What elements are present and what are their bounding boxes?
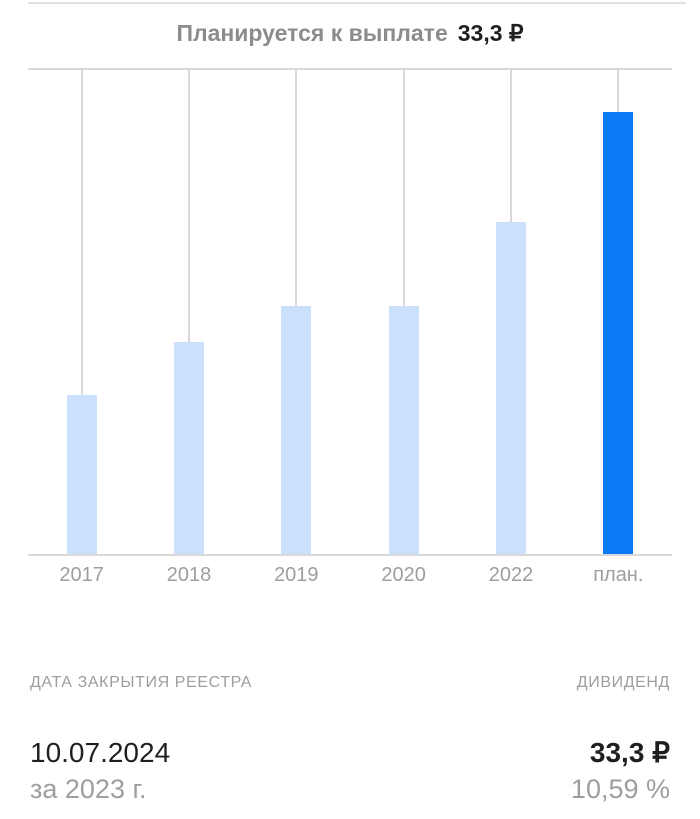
chart-column- [565,70,672,554]
record-date-value: 10.07.2024 [30,737,171,768]
x-axis-label-: план. [593,564,644,586]
title-value: 33,3 ₽ [457,20,524,46]
chart-column-2022 [457,70,564,554]
dividend-header: ДИВИДЕНД [576,674,670,691]
dividend-amount-value: 33,3 ₽ [589,737,670,768]
chart-bar-2019[interactable] [281,306,312,554]
title-label: Планируется к выплате [176,20,448,46]
details-sub-row: за 2023 г. 10,59 % [30,775,670,804]
chart-column-2018 [135,70,242,554]
details-section: ДАТА ЗАКРЫТИЯ РЕЕСТРА ДИВИДЕНД 10.07.202… [30,674,670,804]
chart-bar-2018[interactable] [173,342,204,554]
x-axis-label-2022: 2022 [488,564,534,586]
x-axis-label-2020: 2020 [381,564,426,586]
x-axis-label-2019: 2019 [274,564,319,586]
chart-column-2017 [28,70,135,554]
x-axis-labels: 2017 2018 2019 2020 2022 план. [28,556,672,586]
period-label: за 2023 г. [30,774,147,804]
x-axis-label-2018: 2018 [166,564,212,586]
dividend-yield-value: 10,59 % [570,774,670,804]
chart-bar-2020[interactable] [388,306,419,554]
chart-gridline [187,70,190,554]
dividend-chart [28,68,672,556]
chart-column-2020 [350,70,457,554]
details-header-row: ДАТА ЗАКРЫТИЯ РЕЕСТРА ДИВИДЕНД [30,674,670,692]
chart-bar-2017[interactable] [66,395,97,554]
chart-bar-[interactable] [603,112,634,554]
chart-column-2019 [243,70,350,554]
chart-bar-2022[interactable] [495,222,526,554]
top-divider [28,2,686,4]
page-title: Планируется к выплате 33,3 ₽ [0,18,700,52]
chart-gridline [80,70,83,554]
x-axis-label-2017: 2017 [59,564,104,586]
details-value-row: 10.07.2024 33,3 ₽ [30,738,670,768]
record-date-header: ДАТА ЗАКРЫТИЯ РЕЕСТРА [30,674,253,691]
